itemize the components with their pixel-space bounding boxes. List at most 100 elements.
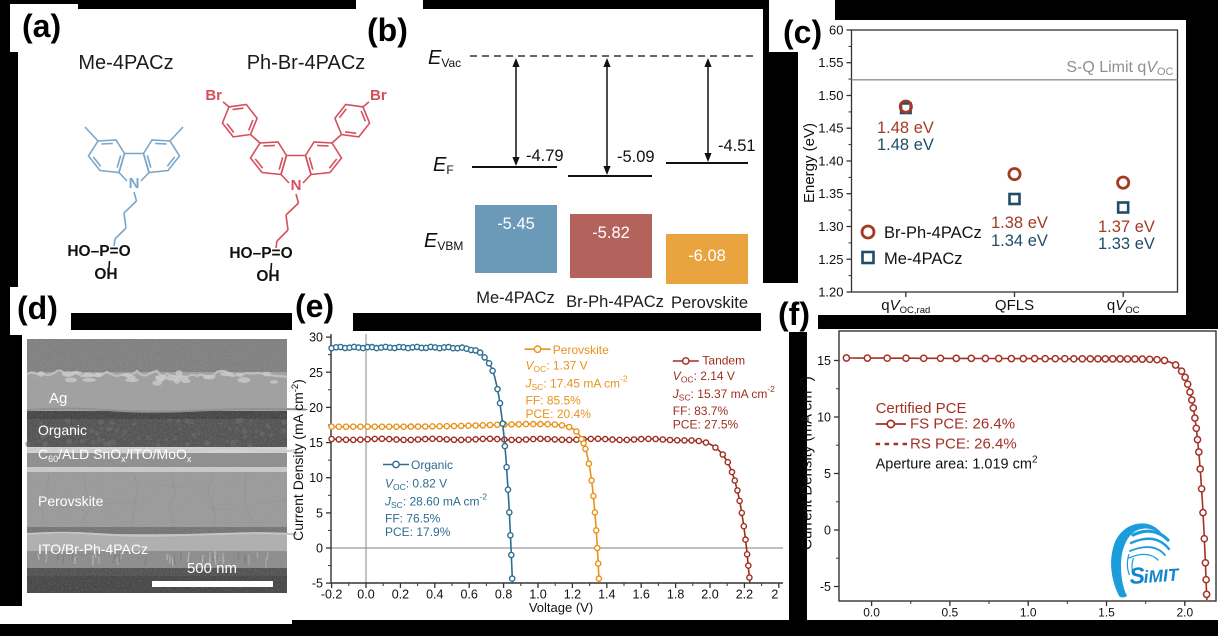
svg-text:-5: -5 (312, 577, 323, 591)
svg-text:1.4: 1.4 (598, 588, 615, 602)
svg-text:-0.2: -0.2 (321, 588, 343, 602)
svg-text:1.20: 1.20 (818, 285, 843, 300)
svg-text:VOC: 0.82 V: VOC: 0.82 V (385, 477, 447, 493)
svg-text:VOC: 2.14 V: VOC: 2.14 V (673, 369, 735, 385)
svg-text:Current Density (mA cm-2): Current Density (mA cm-2) (798, 376, 816, 550)
svg-text:-4.51: -4.51 (718, 137, 756, 155)
svg-text:2.2: 2.2 (736, 588, 753, 602)
svg-text:VOC: 1.37 V: VOC: 1.37 V (526, 359, 588, 375)
svg-text:15: 15 (309, 436, 323, 450)
svg-text:JSC: 17.45 mA cm-2: JSC: 17.45 mA cm-2 (525, 374, 628, 393)
svg-text:iMIT: iMIT (1143, 565, 1181, 587)
svg-text:1.48 eV: 1.48 eV (877, 136, 934, 154)
svg-text:-5.45: -5.45 (497, 215, 535, 233)
svg-text:Energy (eV): Energy (eV) (801, 123, 818, 203)
svg-text:HO–P=O: HO–P=O (67, 243, 130, 260)
svg-text:500 nm: 500 nm (187, 560, 237, 577)
svg-text:1.5: 1.5 (1098, 606, 1115, 620)
svg-text:Voltage (V): Voltage (V) (529, 600, 593, 615)
svg-text:Certified PCE: Certified PCE (876, 400, 967, 417)
svg-text:2.0: 2.0 (701, 588, 718, 602)
svg-text:0: 0 (824, 524, 831, 538)
svg-text:1.50: 1.50 (818, 88, 843, 103)
svg-text:RS PCE: 26.4%: RS PCE: 26.4% (910, 436, 1017, 453)
svg-text:OH: OH (256, 268, 279, 285)
svg-text:EVBM: EVBM (424, 230, 463, 253)
svg-text:-6.08: -6.08 (688, 247, 726, 265)
svg-text:Me-4PACz: Me-4PACz (78, 52, 173, 74)
svg-text:Tandem: Tandem (702, 354, 745, 368)
svg-text:1.45: 1.45 (818, 121, 843, 136)
svg-text:N: N (291, 177, 302, 194)
svg-text:Br: Br (205, 87, 222, 104)
svg-text:1.34 eV: 1.34 eV (991, 232, 1048, 250)
svg-text:60: 60 (829, 23, 843, 38)
svg-text:FF: 76.5%: FF: 76.5% (385, 512, 441, 526)
svg-text:JSC: 28.60 mA cm-2: JSC: 28.60 mA cm-2 (384, 492, 487, 511)
svg-text:N: N (129, 175, 140, 192)
svg-text:1.33 eV: 1.33 eV (1098, 235, 1155, 253)
svg-text:qVOC,rad: qVOC,rad (881, 297, 930, 316)
svg-text:1.25: 1.25 (818, 252, 843, 267)
svg-text:EVac: EVac (428, 47, 461, 70)
svg-text:Aperture area: 1.019 cm2: Aperture area: 1.019 cm2 (876, 455, 1038, 473)
svg-text:JSC: 15.37 mA cm-2: JSC: 15.37 mA cm-2 (672, 384, 775, 403)
svg-text:S: S (1129, 562, 1147, 589)
svg-text:10: 10 (309, 471, 323, 485)
svg-text:0.6: 0.6 (461, 588, 478, 602)
svg-text:25: 25 (309, 366, 323, 380)
svg-text:Me-4PACz: Me-4PACz (884, 250, 963, 268)
svg-text:0.0: 0.0 (863, 606, 880, 620)
svg-text:Ag: Ag (49, 390, 67, 407)
svg-text:2.0: 2.0 (1176, 606, 1193, 620)
svg-text:5: 5 (824, 467, 831, 481)
svg-text:HO–P=O: HO–P=O (229, 245, 292, 262)
svg-text:1.48 eV: 1.48 eV (877, 119, 934, 137)
svg-text:30: 30 (309, 331, 323, 345)
svg-text:Perovskite: Perovskite (38, 493, 104, 509)
svg-text:QFLS: QFLS (995, 297, 1034, 314)
svg-text:OH: OH (94, 266, 117, 283)
svg-text:0.5: 0.5 (942, 606, 959, 620)
svg-text:PCE: 20.4%: PCE: 20.4% (526, 407, 592, 421)
svg-text:qVOC: qVOC (1107, 297, 1140, 316)
svg-text:10: 10 (817, 411, 831, 425)
svg-text:20: 20 (309, 401, 323, 415)
svg-text:Br: Br (370, 87, 387, 104)
svg-text:-5: -5 (820, 580, 831, 594)
svg-text:1.40: 1.40 (818, 154, 843, 169)
svg-text:S-Q Limit qVOC: S-Q Limit qVOC (1066, 59, 1173, 78)
svg-text:PCE: 17.9%: PCE: 17.9% (385, 525, 451, 539)
svg-text:5: 5 (316, 506, 323, 520)
svg-text:EF: EF (433, 154, 454, 177)
svg-text:FF: 85.5%: FF: 85.5% (526, 394, 582, 408)
svg-text:FF: 83.7%: FF: 83.7% (673, 404, 729, 418)
svg-text:Perovskite: Perovskite (553, 343, 609, 357)
svg-text:Me-4PACz: Me-4PACz (476, 289, 555, 307)
svg-text:1.0: 1.0 (1020, 606, 1037, 620)
svg-text:Perovskite: Perovskite (671, 294, 748, 312)
svg-text:2: 2 (771, 588, 778, 602)
svg-text:ITO/Br-Ph-4PACz: ITO/Br-Ph-4PACz (38, 541, 148, 557)
svg-text:Current Density (mA cm-2): Current Density (mA cm-2) (290, 379, 306, 541)
svg-text:-5.82: -5.82 (592, 224, 630, 242)
svg-text:1.0: 1.0 (529, 588, 546, 602)
svg-text:15: 15 (817, 354, 831, 368)
svg-text:1.37 eV: 1.37 eV (1098, 218, 1155, 236)
svg-text:0.8: 0.8 (495, 588, 512, 602)
svg-text:Ph-Br-4PACz: Ph-Br-4PACz (247, 52, 366, 74)
svg-text:0: 0 (316, 542, 323, 556)
svg-text:Organic: Organic (38, 422, 87, 438)
svg-text:1.38 eV: 1.38 eV (991, 214, 1048, 232)
svg-text:0.0: 0.0 (357, 588, 374, 602)
svg-text:1.8: 1.8 (667, 588, 684, 602)
svg-text:1.35: 1.35 (818, 186, 843, 201)
svg-text:0.2: 0.2 (392, 588, 409, 602)
svg-text:0.4: 0.4 (426, 588, 443, 602)
svg-text:PCE: 27.5%: PCE: 27.5% (673, 418, 739, 432)
svg-text:Br-Ph-4PACz: Br-Ph-4PACz (884, 224, 982, 242)
svg-text:C60/ALD SnOx/ITO/MoOx: C60/ALD SnOx/ITO/MoOx (38, 446, 192, 464)
svg-text:1.30: 1.30 (818, 219, 843, 234)
svg-text:1.6: 1.6 (633, 588, 650, 602)
svg-text:Br-Ph-4PACz: Br-Ph-4PACz (566, 293, 664, 311)
